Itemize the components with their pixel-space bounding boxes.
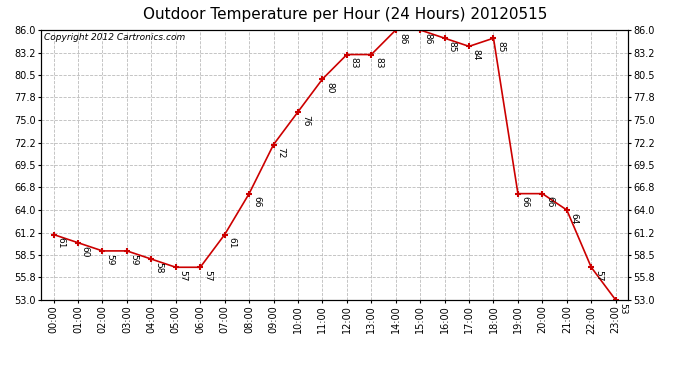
Text: 53: 53 — [618, 303, 627, 314]
Text: 57: 57 — [203, 270, 212, 282]
Text: 84: 84 — [472, 49, 481, 60]
Text: 85: 85 — [496, 41, 505, 53]
Text: 86: 86 — [399, 33, 408, 44]
Text: Outdoor Temperature per Hour (24 Hours) 20120515: Outdoor Temperature per Hour (24 Hours) … — [143, 8, 547, 22]
Text: 83: 83 — [374, 57, 383, 69]
Text: 57: 57 — [594, 270, 603, 282]
Text: 59: 59 — [106, 254, 115, 265]
Text: 61: 61 — [57, 237, 66, 249]
Text: 58: 58 — [154, 262, 163, 273]
Text: 80: 80 — [325, 82, 334, 93]
Text: 83: 83 — [350, 57, 359, 69]
Text: 85: 85 — [447, 41, 456, 53]
Text: 86: 86 — [423, 33, 432, 44]
Text: 72: 72 — [276, 147, 286, 159]
Text: 64: 64 — [569, 213, 579, 224]
Text: 66: 66 — [521, 196, 530, 208]
Text: 57: 57 — [179, 270, 188, 282]
Text: 59: 59 — [130, 254, 139, 265]
Text: 61: 61 — [228, 237, 237, 249]
Text: Copyright 2012 Cartronics.com: Copyright 2012 Cartronics.com — [44, 33, 186, 42]
Text: 60: 60 — [81, 246, 90, 257]
Text: 66: 66 — [545, 196, 554, 208]
Text: 76: 76 — [301, 115, 310, 126]
Text: 66: 66 — [252, 196, 261, 208]
